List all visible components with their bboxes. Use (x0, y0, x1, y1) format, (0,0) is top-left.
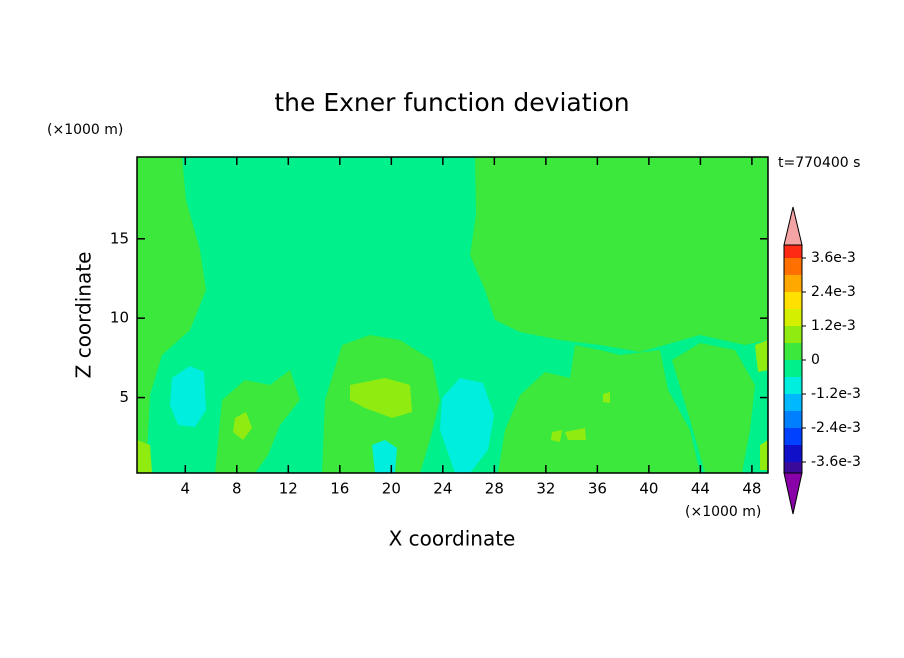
y-tick-label: 15 (110, 229, 129, 247)
colorbar-label: 2.4e-3 (811, 284, 856, 300)
colorbar-label: 1.2e-3 (811, 318, 856, 334)
contour-region (672, 343, 755, 473)
contour-region (350, 378, 412, 418)
colorbar-box (784, 428, 802, 445)
x-tick-label: 8 (232, 480, 242, 498)
colorbar-over-box (784, 245, 802, 258)
colorbar-box (784, 343, 802, 360)
colorbar-under-box (784, 462, 802, 473)
colorbar-box (784, 326, 802, 343)
x-axis-label: X coordinate (389, 527, 516, 551)
colorbar-box (784, 292, 802, 309)
x-tick-label: 40 (639, 480, 658, 498)
x-tick-label: 48 (742, 480, 761, 498)
y-tick-label: 10 (110, 309, 129, 327)
time-annotation: t=770400 s (778, 155, 860, 171)
x-tick-label: 44 (691, 480, 710, 498)
colorbar-box (784, 445, 802, 462)
x-tick-label: 12 (279, 480, 298, 498)
contour-region (440, 378, 494, 473)
chart-title: the Exner function deviation (274, 88, 629, 117)
x-tick-label: 20 (382, 480, 401, 498)
colorbar-label: 3.6e-3 (811, 250, 856, 266)
contour-region (372, 440, 397, 473)
contour-region (470, 157, 768, 352)
colorbar-box (784, 411, 802, 428)
x-unit: (×1000 m) (685, 504, 761, 520)
y-unit: (×1000 m) (47, 122, 123, 138)
x-tick-label: 24 (433, 480, 452, 498)
colorbar-over-triangle (783, 206, 803, 246)
colorbar-under-triangle (783, 472, 803, 515)
colorbar-label: -2.4e-3 (811, 420, 861, 436)
x-tick-label: 36 (588, 480, 607, 498)
contour-field (137, 157, 768, 473)
colorbar-label: 0 (811, 352, 820, 368)
contour-region (215, 370, 300, 473)
contour-region (498, 345, 700, 473)
contour-region (170, 366, 206, 427)
y-axis-label: Z coordinate (72, 252, 96, 379)
x-tick-label: 4 (181, 480, 191, 498)
x-tick-label: 32 (536, 480, 555, 498)
contour-region (137, 157, 206, 473)
contour-region (233, 392, 610, 442)
colorbar-box (784, 394, 802, 411)
colorbar-box (784, 309, 802, 326)
colorbar-label: -3.6e-3 (811, 454, 861, 470)
colorbar-box (784, 275, 802, 292)
colorbar-box (784, 377, 802, 394)
colorbar-frame (783, 244, 803, 474)
colorbar-box (784, 360, 802, 377)
x-tick-label: 16 (330, 480, 349, 498)
colorbar-label: -1.2e-3 (811, 386, 861, 402)
plot-frame (136, 156, 769, 474)
y-tick-label: 5 (119, 388, 129, 406)
colorbar-box (784, 258, 802, 275)
x-tick-label: 28 (485, 480, 504, 498)
